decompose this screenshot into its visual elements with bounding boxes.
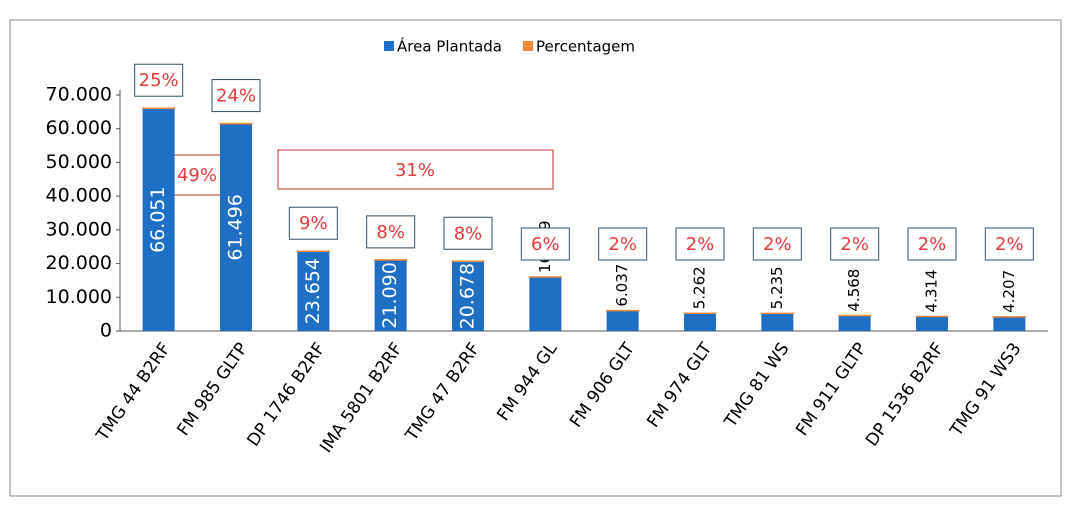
bar-segment (529, 277, 561, 331)
legend-swatch (523, 41, 533, 51)
pct-text: 2% (840, 234, 869, 255)
value-label: 4.314 (923, 270, 941, 313)
value-label: 4.568 (845, 269, 863, 312)
pct-text: 25% (139, 70, 179, 91)
y-tick-label: 10.000 (46, 286, 112, 308)
pct-label: 2% (599, 228, 647, 260)
value-label: 21.090 (379, 262, 401, 328)
value-label: 5.262 (691, 266, 709, 309)
pct-text: 2% (995, 234, 1024, 255)
y-tick-label: 20.000 (46, 252, 112, 274)
legend-swatch (384, 41, 394, 51)
pct-label: 2% (676, 228, 724, 260)
bar-segment (839, 316, 871, 331)
bar-segment (607, 311, 639, 331)
pct-label: 2% (753, 228, 801, 260)
annotation: 49% (177, 165, 217, 186)
value-label: 5.235 (768, 266, 786, 309)
y-tick-label: 40.000 (46, 185, 112, 207)
pct-text: 2% (686, 234, 715, 255)
bar-segment (761, 313, 793, 331)
y-tick-label: 60.000 (46, 117, 112, 139)
value-label: 6.037 (613, 264, 631, 307)
pct-label: 2% (831, 228, 879, 260)
legend-label: Área Plantada (397, 37, 502, 56)
pct-text: 2% (763, 234, 792, 255)
pct-text: 24% (216, 86, 256, 107)
pct-label: 9% (289, 207, 337, 239)
value-label: 20.678 (457, 263, 479, 329)
pct-text: 2% (918, 234, 947, 255)
pct-label: 25% (135, 64, 183, 96)
pct-label: 24% (212, 80, 260, 112)
pct-label: 6% (521, 228, 569, 260)
value-label: 23.654 (302, 258, 324, 324)
pct-text: 6% (531, 234, 560, 255)
y-tick-label: 50.000 (46, 151, 112, 173)
y-tick-label: 30.000 (46, 218, 112, 240)
pct-text: 8% (454, 223, 483, 244)
pct-label: 8% (444, 217, 492, 249)
pct-label: 2% (985, 228, 1033, 260)
pct-text: 2% (608, 234, 637, 255)
y-tick-label: 70.000 (46, 84, 112, 106)
bar-segment (993, 317, 1025, 331)
annotation: 31% (395, 160, 435, 181)
pct-text: 9% (299, 213, 328, 234)
bar-segment (916, 316, 948, 331)
pct-label: 8% (367, 216, 415, 248)
bar-segment (684, 313, 716, 331)
pct-text: 8% (376, 222, 405, 243)
value-label: 66.051 (147, 186, 169, 252)
value-label: 4.207 (1000, 270, 1018, 313)
value-label: 61.496 (225, 194, 247, 260)
legend-label: Percentagem (536, 38, 635, 56)
y-tick-label: 0 (100, 320, 112, 342)
pct-label: 2% (908, 228, 956, 260)
